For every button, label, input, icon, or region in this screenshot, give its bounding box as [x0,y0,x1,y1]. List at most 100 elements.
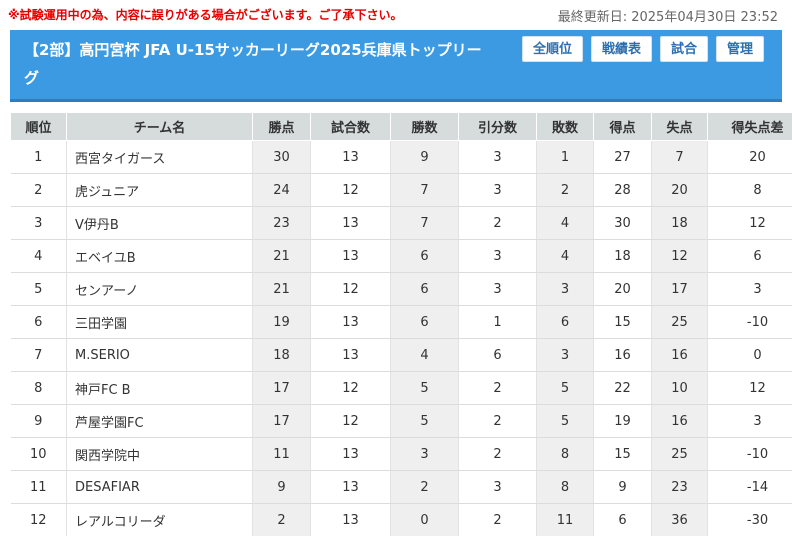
cell-rank: 3 [10,206,67,240]
cell-goals-against: 7 [651,140,708,174]
cell-points: 2 [252,503,311,536]
cell-goal-diff: 3 [707,404,792,438]
cell-goals-for: 9 [593,470,652,504]
table-row: 2 虎ジュニア 24 12 7 3 2 28 20 8 [10,173,792,207]
cell-team-name: V伊丹B [66,206,253,240]
cell-wins: 7 [390,173,459,207]
cell-team-name: レアルコリーダ [66,503,253,536]
cell-losses: 2 [536,173,594,207]
header-nav: 全順位 戦績表 試合 管理 [514,36,764,62]
cell-losses: 4 [536,239,594,273]
cell-goals-for: 6 [593,503,652,536]
cell-rank: 1 [10,140,67,174]
cell-losses: 8 [536,437,594,471]
table-row: 6 三田学園 19 13 6 1 6 15 25 -10 [10,305,792,339]
table-row: 4 エベイユB 21 13 6 3 4 18 12 6 [10,239,792,273]
record-table-button[interactable]: 戦績表 [590,36,652,62]
cell-points: 19 [252,305,311,339]
cell-goals-against: 10 [651,371,708,405]
cell-played: 12 [310,371,391,405]
cell-rank: 7 [10,338,67,372]
table-row: 1 西宮タイガース 30 13 9 3 1 27 7 20 [10,140,792,174]
cell-rank: 6 [10,305,67,339]
cell-draws: 2 [458,404,537,438]
header-points: 勝点 [252,112,311,141]
cell-goal-diff: 12 [707,371,792,405]
cell-goals-against: 18 [651,206,708,240]
manage-button[interactable]: 管理 [715,36,764,62]
cell-draws: 3 [458,140,537,174]
cell-goals-against: 36 [651,503,708,536]
cell-goals-for: 19 [593,404,652,438]
cell-team-name: 芦屋学園FC [66,404,253,438]
cell-wins: 6 [390,239,459,273]
cell-wins: 5 [390,371,459,405]
table-row: 10 関西学院中 11 13 3 2 8 15 25 -10 [10,437,792,471]
cell-goals-against: 16 [651,338,708,372]
matches-button[interactable]: 試合 [659,36,708,62]
table-row: 12 レアルコリーダ 2 13 0 2 11 6 36 -30 [10,503,792,536]
cell-draws: 2 [458,437,537,471]
cell-losses: 5 [536,404,594,438]
cell-played: 13 [310,239,391,273]
cell-wins: 6 [390,305,459,339]
cell-draws: 2 [458,206,537,240]
cell-wins: 4 [390,338,459,372]
header-losses: 敗数 [536,112,594,141]
cell-played: 13 [310,206,391,240]
cell-goals-against: 25 [651,305,708,339]
cell-points: 11 [252,437,311,471]
cell-goal-diff: -14 [707,470,792,504]
header-played: 試合数 [310,112,391,141]
cell-draws: 3 [458,239,537,273]
cell-losses: 1 [536,140,594,174]
cell-draws: 3 [458,470,537,504]
cell-goal-diff: 6 [707,239,792,273]
cell-points: 30 [252,140,311,174]
cell-wins: 3 [390,437,459,471]
cell-team-name: DESAFIAR [66,470,253,504]
cell-wins: 2 [390,470,459,504]
cell-team-name: 三田学園 [66,305,253,339]
cell-team-name: 西宮タイガース [66,140,253,174]
cell-goals-for: 15 [593,305,652,339]
cell-points: 17 [252,371,311,405]
cell-goals-for: 28 [593,173,652,207]
cell-goals-for: 20 [593,272,652,306]
cell-goals-against: 23 [651,470,708,504]
cell-played: 13 [310,503,391,536]
cell-goals-against: 20 [651,173,708,207]
cell-losses: 8 [536,470,594,504]
header-wins: 勝数 [390,112,459,141]
cell-rank: 5 [10,272,67,306]
cell-rank: 8 [10,371,67,405]
cell-draws: 3 [458,173,537,207]
cell-played: 13 [310,305,391,339]
table-header-row: 順位 チーム名 勝点 試合数 勝数 引分数 敗数 得点 失点 得失点差 [10,112,792,141]
cell-goals-for: 16 [593,338,652,372]
cell-rank: 4 [10,239,67,273]
cell-played: 13 [310,140,391,174]
cell-played: 13 [310,437,391,471]
cell-rank: 10 [10,437,67,471]
cell-rank: 9 [10,404,67,438]
cell-goals-for: 18 [593,239,652,273]
cell-draws: 6 [458,338,537,372]
table-row: 5 センアーノ 21 12 6 3 3 20 17 3 [10,272,792,306]
standings-table: 順位 チーム名 勝点 試合数 勝数 引分数 敗数 得点 失点 得失点差 1 西宮タ… [10,112,792,536]
cell-goal-diff: 20 [707,140,792,174]
cell-points: 18 [252,338,311,372]
cell-team-name: エベイユB [66,239,253,273]
cell-losses: 6 [536,305,594,339]
cell-points: 24 [252,173,311,207]
trial-notice: ※試験運用中の為、内容に誤りがある場合がございます。ご了承下さい。 [8,8,403,22]
cell-goal-diff: 3 [707,272,792,306]
cell-goal-diff: -30 [707,503,792,536]
all-standings-button[interactable]: 全順位 [521,36,583,62]
cell-losses: 3 [536,272,594,306]
cell-rank: 11 [10,470,67,504]
cell-team-name: 神戸FC B [66,371,253,405]
cell-draws: 3 [458,272,537,306]
cell-rank: 2 [10,173,67,207]
cell-points: 21 [252,272,311,306]
